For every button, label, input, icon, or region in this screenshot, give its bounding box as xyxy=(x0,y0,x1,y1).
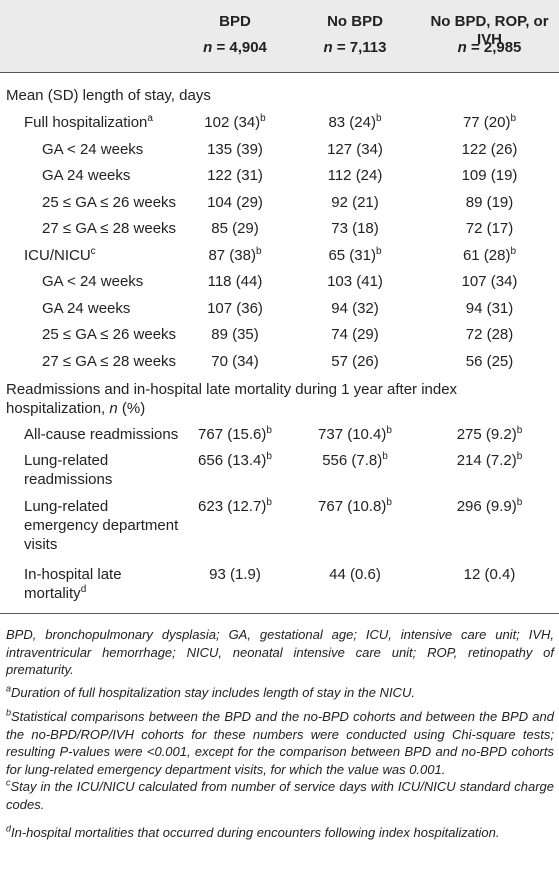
cell-no-bpd: 103 (41) xyxy=(327,273,383,290)
cell-no-bpd-rop-ivh: 296 (9.9)b xyxy=(456,497,523,516)
cell-no-bpd: 74 (29) xyxy=(331,326,379,343)
footnote-abbreviations: BPD, bronchopulmonary dysplasia; GA, ges… xyxy=(6,627,554,677)
cell-no-bpd-rop-ivh: 275 (9.2)b xyxy=(456,425,523,444)
footnote-b: bStatistical comparisons between the BPD… xyxy=(6,707,554,777)
row-label: GA 24 weeks xyxy=(42,167,131,184)
cell-no-bpd-rop-ivh: 107 (34) xyxy=(461,273,518,290)
row-label: GA 24 weeks xyxy=(42,300,131,317)
cell-no-bpd: 767 (10.8)b xyxy=(318,497,392,516)
cell-no-bpd: 112 (24) xyxy=(327,167,383,184)
footnote-c: cStay in the ICU/NICU calculated from nu… xyxy=(6,777,554,812)
cell-no-bpd: 92 (21) xyxy=(331,194,379,211)
cell-no-bpd: 556 (7.8)b xyxy=(322,451,388,470)
footnote-a: aDuration of full hospitalization stay i… xyxy=(6,683,415,700)
cell-no-bpd-rop-ivh: 61 (28)b xyxy=(462,246,517,265)
cell-no-bpd-rop-ivh: 122 (26) xyxy=(461,141,518,158)
cell-no-bpd-rop-ivh: 77 (20)b xyxy=(462,113,517,132)
cell-no-bpd-rop-ivh: 72 (28) xyxy=(465,326,514,343)
table-bottom-rule xyxy=(0,613,559,614)
section-readmissions-title: Readmissions and in-hospital late mortal… xyxy=(6,381,458,417)
cell-bpd: 70 (34) xyxy=(211,353,259,370)
cell-bpd: 85 (29) xyxy=(211,220,259,237)
row-label: 27 ≤ GA ≤ 28 weeks xyxy=(42,353,177,370)
cell-no-bpd-rop-ivh: 94 (31) xyxy=(465,300,514,317)
cell-bpd: 104 (29) xyxy=(207,194,263,211)
row-label: Full hospitalizationa xyxy=(24,113,153,132)
section-length-of-stay-title: Mean (SD) length of stay, days xyxy=(6,87,211,104)
cell-bpd: 102 (34)b xyxy=(204,113,266,132)
row-label: ICU/NICUc xyxy=(24,246,96,265)
cell-bpd: 87 (38)b xyxy=(208,246,262,265)
cell-no-bpd: 57 (26) xyxy=(331,353,379,370)
cell-no-bpd-rop-ivh: 214 (7.2)b xyxy=(456,451,523,470)
header-bpd-n: n = 4,904 xyxy=(203,39,267,56)
cell-bpd: 656 (13.4)b xyxy=(198,451,272,470)
row-label: 27 ≤ GA ≤ 28 weeks xyxy=(42,220,177,237)
header-bpd-title: BPD xyxy=(219,13,251,30)
row-label: 25 ≤ GA ≤ 26 weeks xyxy=(42,326,177,343)
cell-bpd: 122 (31) xyxy=(207,167,263,184)
row-label: Lung-related emergency department visits xyxy=(24,498,179,553)
cell-no-bpd-rop-ivh: 72 (17) xyxy=(465,220,514,237)
cell-no-bpd-rop-ivh: 89 (19) xyxy=(465,194,514,211)
cell-bpd: 118 (44) xyxy=(207,273,263,290)
cell-bpd: 135 (39) xyxy=(207,141,263,158)
cell-bpd: 767 (15.6)b xyxy=(198,425,272,444)
footnote-d: dIn-hospital mortalities that occurred d… xyxy=(6,823,500,840)
cell-no-bpd: 65 (31)b xyxy=(328,246,382,265)
cell-bpd: 107 (36) xyxy=(207,300,263,317)
cell-bpd: 93 (1.9) xyxy=(209,566,261,583)
cell-no-bpd: 83 (24)b xyxy=(328,113,382,132)
header-no-bpd-rop-ivh-title: No BPD, ROP, or IVH xyxy=(430,13,549,48)
row-label: In-hospital late mortalityd xyxy=(24,566,122,602)
cell-no-bpd: 73 (18) xyxy=(331,220,379,237)
header-no-bpd-title: No BPD xyxy=(327,13,383,30)
cell-no-bpd-rop-ivh: 56 (25) xyxy=(465,353,514,370)
cell-no-bpd: 94 (32) xyxy=(331,300,379,317)
table-header-background xyxy=(0,0,559,72)
cell-no-bpd: 127 (34) xyxy=(327,141,383,158)
row-label: 25 ≤ GA ≤ 26 weeks xyxy=(42,194,177,211)
header-divider xyxy=(0,72,559,73)
cell-no-bpd-rop-ivh: 109 (19) xyxy=(461,167,518,184)
cell-bpd: 623 (12.7)b xyxy=(198,497,272,516)
row-label: GA < 24 weeks xyxy=(42,273,144,290)
row-label: All-cause readmissions xyxy=(24,426,179,443)
cell-no-bpd: 44 (0.6) xyxy=(329,566,381,583)
header-no-bpd-n: n = 7,113 xyxy=(323,39,387,56)
header-no-bpd-rop-ivh-n: n = 2,985 xyxy=(457,39,522,56)
cell-no-bpd-rop-ivh: 12 (0.4) xyxy=(463,566,516,583)
row-label: Lung-related readmissions xyxy=(24,452,113,488)
row-label: GA < 24 weeks xyxy=(42,141,144,158)
cell-bpd: 89 (35) xyxy=(211,326,259,343)
cell-no-bpd: 737 (10.4)b xyxy=(318,425,392,444)
